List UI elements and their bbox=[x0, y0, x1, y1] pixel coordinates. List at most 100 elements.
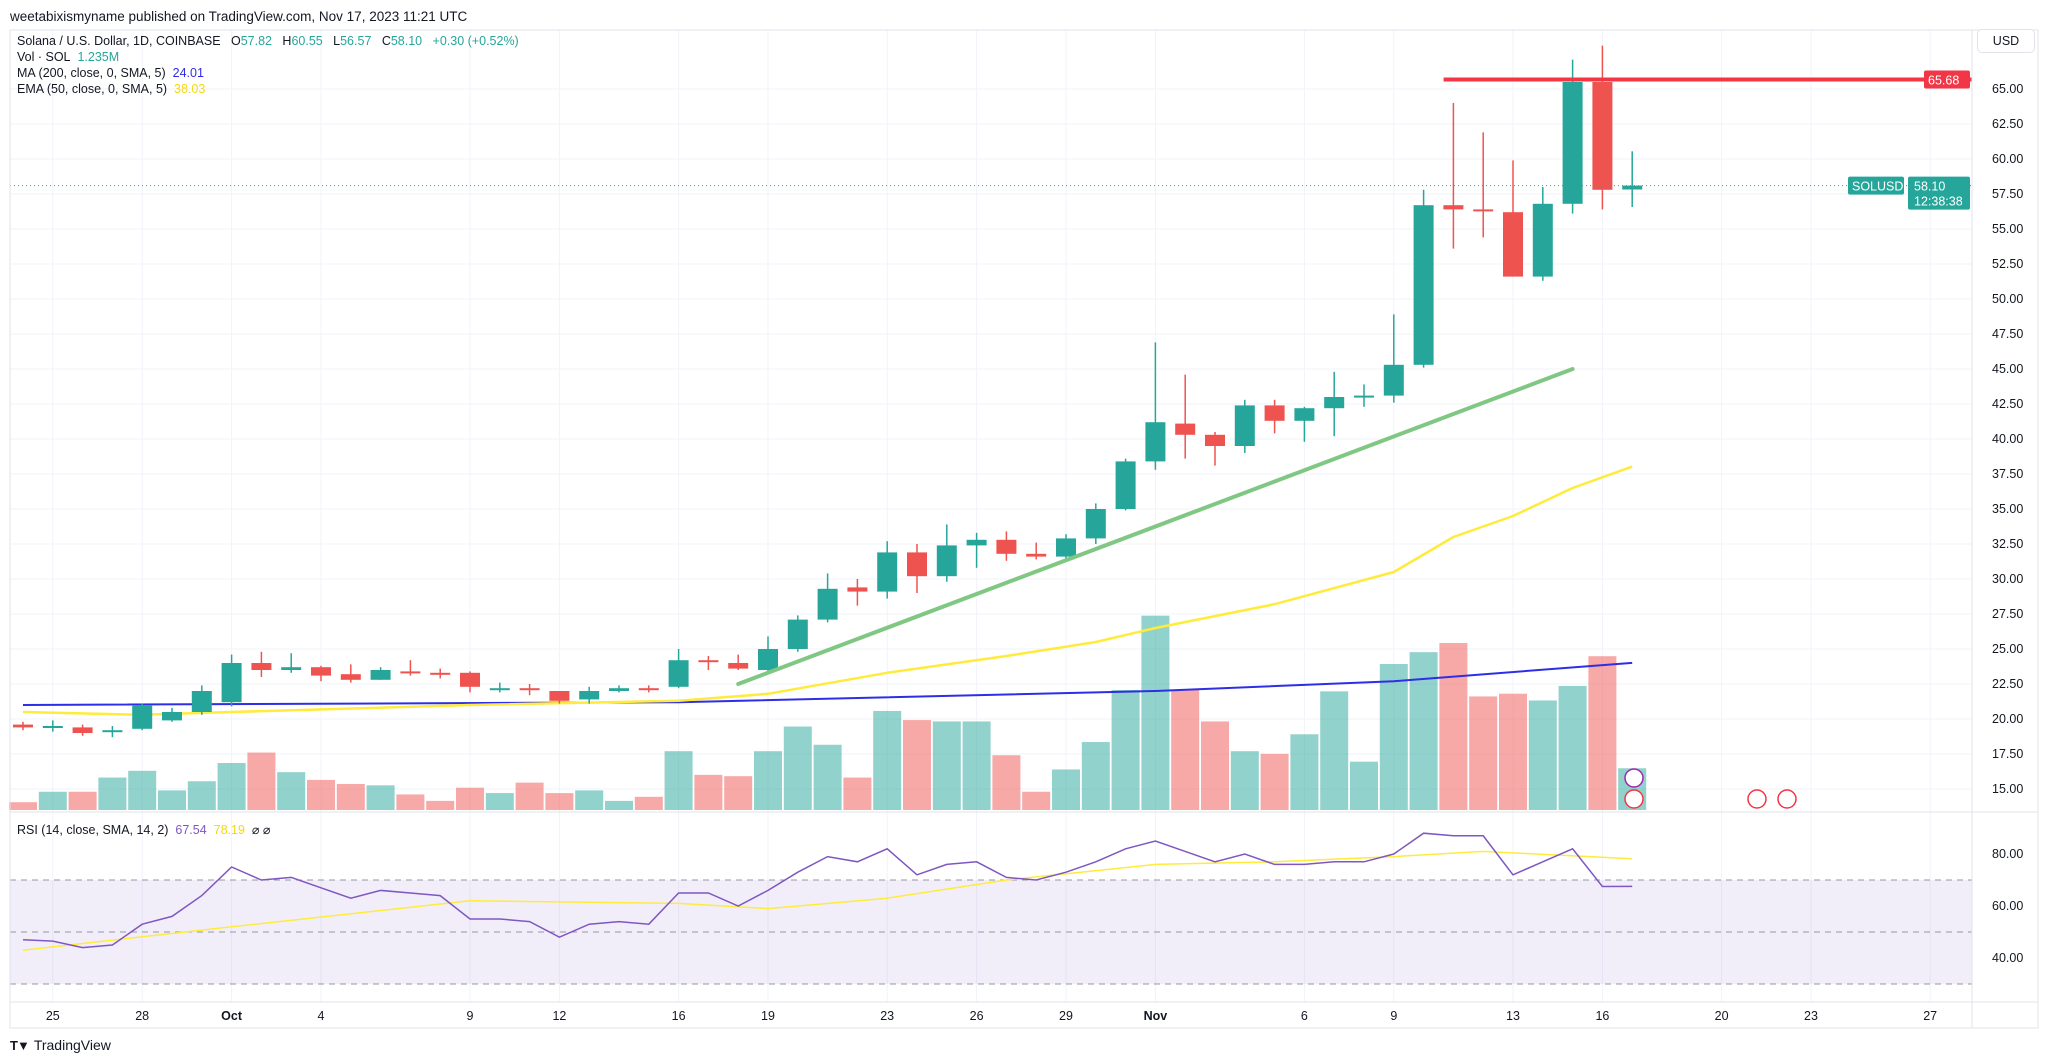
chart-frame bbox=[9, 29, 2039, 1029]
resistance-price-label: 65.68 bbox=[1928, 73, 1959, 87]
candle-body bbox=[251, 663, 272, 670]
price-tick-label: 60.00 bbox=[1992, 152, 2023, 166]
candle-body bbox=[340, 674, 361, 680]
candle-body bbox=[966, 539, 987, 546]
volume-bar bbox=[694, 774, 723, 810]
candle-body bbox=[1115, 461, 1136, 509]
axes: 15.00 17.50 20.00 22.50 25.00 27.50 30.00 32.50… bbox=[9, 29, 2039, 1029]
currency-button[interactable]: USD bbox=[1977, 29, 2035, 53]
volume-bar bbox=[1558, 685, 1587, 810]
publisher-caption: weetabixismyname published on TradingVie… bbox=[10, 9, 468, 24]
volume-bar bbox=[932, 721, 961, 810]
candle-body bbox=[489, 688, 510, 691]
price-tick-label: 55.00 bbox=[1992, 222, 2023, 236]
candle-body bbox=[936, 545, 957, 577]
volume-legend[interactable]: Vol · SOL 1.235M bbox=[17, 50, 119, 64]
candle-body bbox=[370, 670, 391, 680]
candle-body bbox=[1592, 82, 1613, 190]
close-label: C bbox=[381, 34, 391, 48]
volume-bar bbox=[1528, 700, 1557, 810]
volume-bar bbox=[158, 790, 186, 810]
ema-label: EMA (50, close, 0, SMA, 5) bbox=[17, 82, 168, 96]
candle-body bbox=[1562, 82, 1583, 204]
candle-body bbox=[579, 691, 600, 700]
volume-bar bbox=[426, 800, 455, 810]
time-tick-label: 19 bbox=[761, 1009, 775, 1023]
time-tick-label: 25 bbox=[46, 1009, 60, 1023]
time-tick-label: 26 bbox=[970, 1009, 984, 1023]
candle-body bbox=[72, 727, 93, 733]
price-tick-label: 25.00 bbox=[1992, 642, 2023, 656]
candle-body bbox=[1085, 509, 1106, 539]
candle-body bbox=[1383, 364, 1404, 396]
candle-body bbox=[191, 691, 212, 712]
volume-bar bbox=[1081, 742, 1110, 810]
volume-bar bbox=[873, 710, 902, 810]
volume-bar bbox=[1469, 696, 1498, 810]
drawings bbox=[10, 77, 1972, 809]
ma200-line bbox=[22, 661, 1633, 706]
candle-body bbox=[1622, 185, 1643, 190]
volume-bar bbox=[575, 790, 604, 810]
rsi-sma-line bbox=[22, 850, 1633, 951]
time-tick-label: 4 bbox=[318, 1009, 325, 1023]
volume-bar bbox=[1201, 721, 1229, 810]
tradingview-logo[interactable]: T▼ TradingView bbox=[10, 1037, 111, 1053]
candle-body bbox=[1532, 203, 1553, 277]
candle-body bbox=[817, 588, 838, 620]
volume-bar bbox=[634, 796, 663, 810]
volume-bar bbox=[485, 793, 514, 810]
volume-bar bbox=[754, 751, 782, 810]
rsi-legend[interactable]: RSI (14, close, SMA, 14, 2) 67.54 78.19 … bbox=[17, 822, 270, 837]
time-tick-label: 29 bbox=[1059, 1009, 1073, 1023]
price-tick-label: 37.50 bbox=[1992, 467, 2023, 481]
high-label: H bbox=[282, 34, 292, 48]
rsi-band bbox=[10, 879, 1972, 985]
ema-legend[interactable]: EMA (50, close, 0, SMA, 5) 38.03 bbox=[17, 82, 205, 96]
volume-bar bbox=[9, 802, 37, 810]
candle-body bbox=[907, 552, 927, 577]
symbol-legend[interactable]: Solana / U.S. Dollar, 1D, COINBASE O57.8… bbox=[17, 34, 519, 48]
candle-body bbox=[42, 726, 63, 728]
price-tick-label: 20.00 bbox=[1992, 712, 2023, 726]
candle-body bbox=[1324, 397, 1345, 409]
candle-body bbox=[1503, 212, 1523, 277]
volume-bar bbox=[456, 787, 484, 810]
volume-bar bbox=[1141, 615, 1170, 810]
candle-body bbox=[847, 587, 868, 592]
candle-body bbox=[1294, 408, 1315, 421]
candle-body bbox=[460, 672, 480, 687]
candle-body bbox=[1026, 553, 1047, 557]
last-price-label: 58.10 bbox=[1914, 180, 1945, 194]
low-label: L bbox=[333, 34, 341, 48]
volume-bar bbox=[1409, 652, 1438, 810]
volume-bar bbox=[843, 777, 872, 810]
volume-bar bbox=[1230, 751, 1259, 810]
economic-event-flag-icon bbox=[1747, 789, 1767, 809]
price-tick-label: 47.50 bbox=[1992, 327, 2023, 341]
trendline bbox=[736, 367, 1575, 686]
candle-body bbox=[102, 730, 123, 733]
price-tick-label: 40.00 bbox=[1992, 432, 2023, 446]
volume-bar bbox=[664, 751, 693, 810]
rsi-label: RSI (14, close, SMA, 14, 2) bbox=[17, 823, 169, 837]
candle-body bbox=[311, 667, 331, 676]
volume-bar bbox=[1439, 643, 1468, 810]
candle-body bbox=[1056, 538, 1076, 557]
grid bbox=[10, 30, 1972, 1002]
ma-legend[interactable]: MA (200, close, 0, SMA, 5) 24.01 bbox=[17, 66, 204, 80]
volume-bar bbox=[992, 755, 1021, 810]
volume-bar bbox=[98, 777, 127, 810]
candle-body bbox=[1354, 395, 1374, 398]
rsi-sma-value: 78.19 bbox=[213, 823, 245, 837]
rsi-extra: ⌀ ⌀ bbox=[251, 823, 271, 837]
time-tick-label: 16 bbox=[1595, 1009, 1609, 1023]
volume-bar bbox=[247, 752, 276, 810]
volume-bar bbox=[307, 779, 335, 810]
time-tick-label: 23 bbox=[1804, 1009, 1818, 1023]
volume-bar bbox=[1171, 690, 1200, 810]
time-tick-label: 27 bbox=[1923, 1009, 1937, 1023]
volume-bar bbox=[783, 726, 812, 810]
volume-bar bbox=[38, 791, 67, 810]
